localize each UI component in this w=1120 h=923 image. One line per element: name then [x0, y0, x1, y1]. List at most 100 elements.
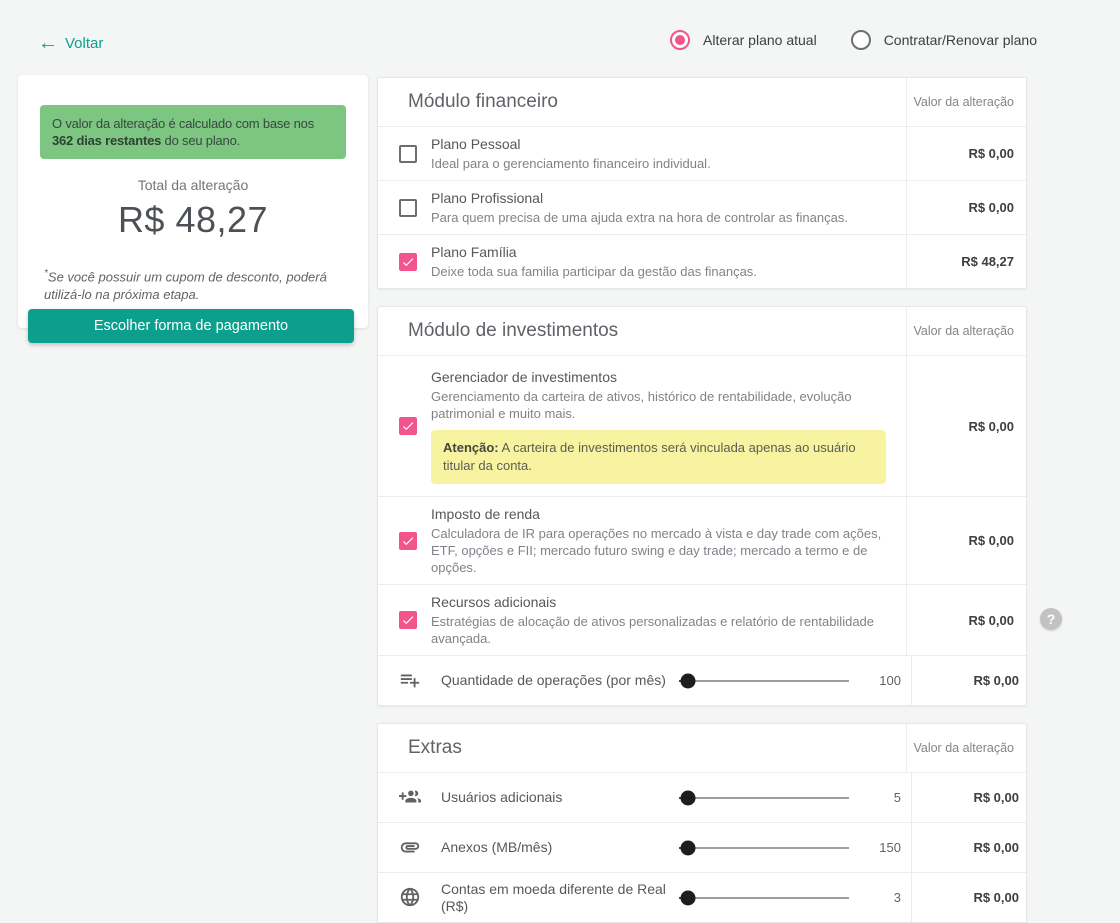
- slider-label: Quantidade de operações (por mês): [441, 672, 666, 688]
- row-main: Plano Profissional Para quem precisa de …: [378, 181, 906, 234]
- slider-label: Usuários adicionais: [441, 789, 563, 805]
- row-text: Plano Pessoal Ideal para o gerenciamento…: [431, 135, 896, 172]
- checkbox-unchecked[interactable]: [399, 198, 417, 217]
- help-button[interactable]: ?: [1040, 608, 1062, 630]
- plan-mode-toggle: Alterar plano atual Contratar/Renovar pl…: [670, 30, 1037, 50]
- table-row-usuarios-adicionais: Usuários adicionais 5 R$ 0,00: [378, 773, 1026, 823]
- row-text: Plano Família Deixe toda sua familia par…: [431, 243, 896, 280]
- value-column-header: Valor da alteração: [906, 78, 1026, 126]
- back-link-label: Voltar: [65, 34, 104, 52]
- table-row-recursos-adicionais: Recursos adicionais Estratégias de aloca…: [378, 585, 1026, 656]
- table-row-quantidade-operacoes: Quantidade de operações (por mês) 100 R$…: [378, 656, 1026, 705]
- table-title: Módulo financeiro: [408, 91, 558, 112]
- checkbox-checked[interactable]: [399, 611, 417, 629]
- slider-value: 5: [893, 790, 901, 805]
- row-text: Imposto de renda Calculadora de IR para …: [431, 505, 896, 576]
- table-row-plano-profissional: Plano Profissional Para quem precisa de …: [378, 181, 1026, 235]
- slider-thumb[interactable]: [680, 790, 695, 805]
- table-extras: Extras Valor da alteração Usuários adici…: [377, 723, 1027, 923]
- radio-label: Contratar/Renovar plano: [883, 32, 1037, 48]
- radio-label: Alterar plano atual: [703, 32, 817, 48]
- row-subtitle: Calculadora de IR para operações no merc…: [431, 526, 882, 575]
- back-link[interactable]: ← Voltar: [38, 33, 103, 53]
- row-title: Plano Pessoal: [431, 136, 521, 152]
- checkbox-checked[interactable]: [399, 531, 417, 550]
- row-subtitle: Estratégias de alocação de ativos person…: [431, 614, 875, 646]
- radio-dot: [675, 35, 686, 45]
- plan-change-page: ← Voltar Alterar plano atual Contratar/R…: [18, 30, 1062, 923]
- row-value: R$ 0,00: [906, 181, 1026, 234]
- total-label: Total da alteração: [137, 177, 249, 193]
- row-value: R$ 0,00: [911, 773, 1031, 822]
- row-title: Imposto de renda: [431, 506, 540, 522]
- slider-value: 3: [893, 890, 901, 905]
- table-row-contas-moeda-diferente: Contas em moeda diferente de Real (R$) 3…: [378, 873, 1026, 922]
- summary-card: O valor da alteração é calculado com bas…: [18, 75, 368, 329]
- radio-contratar-renovar-plano[interactable]: Contratar/Renovar plano: [850, 30, 1037, 50]
- row-main: Recursos adicionais Estratégias de aloca…: [378, 585, 906, 655]
- value-column-header: Valor da alteração: [906, 724, 1026, 772]
- warning-text: A carteira de investimentos será vincula…: [443, 440, 856, 473]
- choose-payment-button[interactable]: Escolher forma de pagamento: [28, 309, 354, 343]
- row-title: Plano Profissional: [431, 190, 544, 206]
- foreign-currency-accounts-slider[interactable]: [679, 890, 849, 905]
- row-subtitle: Gerenciamento da carteira de ativos, his…: [431, 389, 852, 421]
- row-main: Quantidade de operações (por mês) 100: [378, 656, 911, 705]
- value-column-header: Valor da alteração: [906, 307, 1026, 355]
- check-icon: [402, 257, 414, 266]
- globe-icon: [399, 886, 423, 910]
- total-value: R$ 48,27: [117, 199, 269, 240]
- checkbox-checked[interactable]: [399, 252, 417, 271]
- slider-label: Anexos (MB/mês): [441, 839, 553, 855]
- table-row-plano-familia: Plano Família Deixe toda sua familia par…: [378, 235, 1026, 288]
- table-modulo-financeiro: Módulo financeiro Valor da alteração Pla…: [377, 77, 1027, 289]
- table-row-imposto-de-renda: Imposto de renda Calculadora de IR para …: [378, 497, 1026, 585]
- check-icon: [402, 616, 414, 625]
- radio-alterar-plano-atual[interactable]: Alterar plano atual: [670, 30, 817, 50]
- warning-bold: Atenção:: [443, 440, 499, 455]
- radio-unselected-icon[interactable]: [850, 30, 871, 50]
- row-value: R$ 0,00: [906, 497, 1026, 584]
- table-modulo-investimentos: Módulo de investimentos Valor da alteraç…: [377, 306, 1027, 706]
- table-title: Extras: [408, 737, 462, 758]
- checkbox-unchecked[interactable]: [399, 144, 417, 163]
- paperclip-icon: [399, 836, 423, 860]
- attachments-slider[interactable]: [679, 840, 849, 855]
- row-main: Plano Pessoal Ideal para o gerenciamento…: [378, 127, 906, 180]
- row-value: R$ 0,00: [906, 585, 1026, 655]
- table-header: Extras Valor da alteração: [378, 724, 1026, 773]
- row-text: Recursos adicionais Estratégias de aloca…: [431, 593, 896, 647]
- notice-text-suffix: do seu plano.: [161, 133, 241, 148]
- row-text: Plano Profissional Para quem precisa de …: [431, 189, 896, 226]
- plan-tables: Módulo financeiro Valor da alteração Pla…: [377, 77, 1027, 923]
- row-value: R$ 0,00: [911, 873, 1031, 922]
- table-title: Módulo de investimentos: [408, 320, 619, 341]
- notice-text: O valor da alteração é calculado com bas…: [52, 116, 314, 131]
- notice-bold-text: 362 dias restantes: [52, 133, 162, 148]
- row-title: Gerenciador de investimentos: [431, 369, 617, 385]
- question-mark-icon: ?: [1046, 611, 1056, 627]
- slider-thumb[interactable]: [680, 890, 695, 905]
- row-value: R$ 0,00: [911, 823, 1031, 872]
- coupon-footnote: *Se você possuir um cupom de desconto, p…: [40, 265, 346, 304]
- table-header: Módulo financeiro Valor da alteração: [378, 78, 1026, 127]
- slider-thumb[interactable]: [680, 673, 695, 688]
- checkbox-checked[interactable]: [399, 417, 417, 435]
- check-icon: [402, 536, 414, 545]
- row-main: Usuários adicionais 5: [378, 773, 911, 822]
- row-main: Anexos (MB/mês) 150: [378, 823, 911, 872]
- additional-users-slider[interactable]: [679, 790, 849, 805]
- table-row-plano-pessoal: Plano Pessoal Ideal para o gerenciamento…: [378, 127, 1026, 181]
- radio-selected-icon[interactable]: [670, 30, 691, 50]
- operations-slider[interactable]: [679, 673, 849, 688]
- row-value: R$ 0,00: [906, 356, 1026, 496]
- row-main: Gerenciador de investimentos Gerenciamen…: [378, 356, 906, 496]
- proration-notice: O valor da alteração é calculado com bas…: [40, 105, 346, 159]
- slider-value: 150: [879, 840, 901, 855]
- person-add-icon: [399, 786, 423, 810]
- row-main: Plano Família Deixe toda sua familia par…: [378, 235, 906, 288]
- slider-thumb[interactable]: [680, 840, 695, 855]
- playlist-add-icon: [399, 669, 423, 693]
- table-row-anexos: Anexos (MB/mês) 150 R$ 0,00: [378, 823, 1026, 873]
- footnote-mark: *: [44, 268, 48, 279]
